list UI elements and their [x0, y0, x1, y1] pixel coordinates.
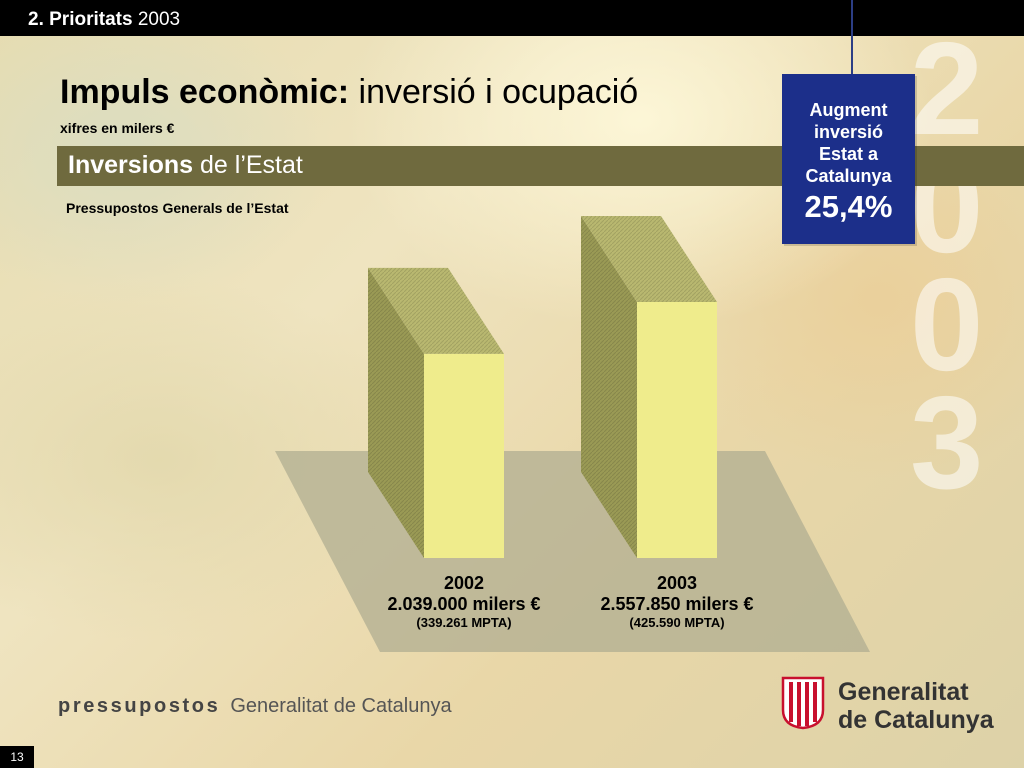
bar-category-label: 2002 [443, 573, 485, 593]
increase-callout: Augment inversió Estat a Catalunya 25,4% [782, 74, 915, 244]
bar-top-texture [581, 216, 717, 302]
section-title: Inversions de l’Estat [68, 151, 303, 179]
units-note: xifres en milers € [60, 120, 175, 136]
footer-brand: pressupostos Generalitat de Catalunya [58, 695, 452, 717]
bar-sub-label: (339.261 MPTA) [416, 615, 512, 630]
bar-value-label: 2.557.850 milers € [600, 594, 754, 614]
bar-category-label: 2003 [656, 573, 698, 593]
bar-2003 [581, 216, 717, 558]
page-number: 13 [0, 746, 34, 768]
watermark-digit: 3 [910, 369, 984, 516]
bar-label-2003: 2003 2.557.850 milers € (425.590 MPTA) [567, 573, 787, 631]
callout-value: 25,4% [804, 189, 893, 224]
bar-top-texture [368, 267, 504, 354]
section-header: 2. Prioritats 2003 [28, 9, 181, 30]
bar-side-texture [581, 216, 637, 558]
bar-value-label: 2.039.000 milers € [387, 594, 541, 614]
page-title: Impuls econòmic: inversió i ocupació [60, 73, 639, 111]
callout-text: Augment inversió Estat a Catalunya [805, 100, 892, 186]
top-bar: 2. Prioritats 2003 [0, 0, 1024, 36]
watermark-digit: 0 [910, 251, 984, 398]
chart-caption: Pressupostos Generals de l’Estat [66, 200, 289, 216]
bar-2002 [368, 267, 504, 558]
bar-sub-label: (425.590 MPTA) [629, 615, 725, 630]
bar-label-2002: 2002 2.039.000 milers € (339.261 MPTA) [354, 573, 574, 631]
year-watermark: 2 0 0 3 [910, 15, 1024, 516]
generalitat-logo-text: Generalitat de Catalunya [838, 678, 994, 734]
generalitat-logo-icon [781, 676, 825, 730]
bar-side-texture [368, 267, 424, 558]
decorative-line [851, 0, 853, 75]
bar-front [637, 302, 717, 558]
bar-front [424, 353, 504, 558]
watermark-digit: 2 [910, 15, 984, 162]
